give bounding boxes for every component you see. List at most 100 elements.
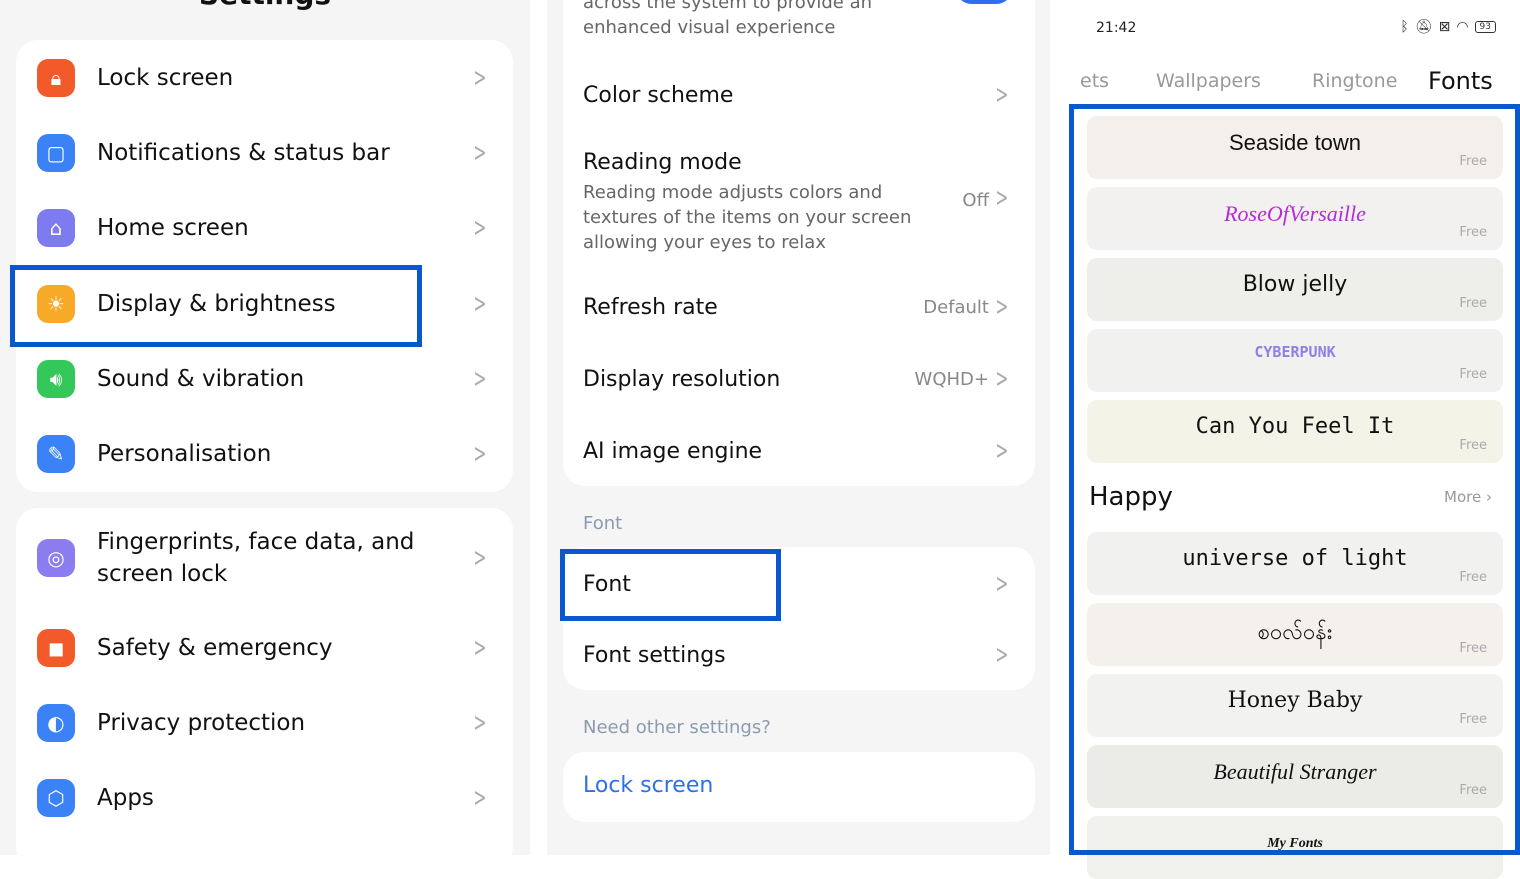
price-label: Free: [1459, 296, 1487, 311]
privacy-icon: ◐: [37, 704, 75, 742]
price-label: Free: [1459, 367, 1487, 382]
settings-item-label: Fingerprints, face data, and screen lock: [97, 529, 415, 587]
tab-fonts[interactable]: Fonts: [1428, 67, 1493, 95]
display-resolution-row[interactable]: Display resolution WQHD+ >: [563, 354, 1035, 404]
settings-item[interactable]: 🔒︎ Lock screen >: [16, 48, 513, 108]
reading-mode-row[interactable]: Reading mode Reading mode adjusts colors…: [563, 145, 1035, 255]
alert-icon: ◼: [37, 629, 75, 667]
settings-item-label: Lock screen: [97, 65, 234, 91]
settings-item-label: Safety & emergency: [97, 635, 333, 661]
label: Refresh rate: [583, 294, 718, 320]
refresh-rate-row[interactable]: Refresh rate Default >: [563, 282, 1035, 332]
settings-item[interactable]: ✎ Personalisation >: [16, 424, 513, 484]
highlight-fonts-list: [1069, 104, 1520, 855]
chevron-right-icon: >: [473, 289, 487, 319]
font-item[interactable]: Honey Baby Free: [1087, 674, 1503, 737]
price-label: Free: [1459, 641, 1487, 656]
chevron-right-icon: >: [995, 569, 1009, 599]
font-name: RoseOfVersaille: [1224, 201, 1366, 226]
price-label: Free: [1459, 154, 1487, 169]
chevron-right-icon: >: [995, 640, 1009, 670]
more-link[interactable]: More ›: [1444, 488, 1492, 506]
price-label: Free: [1459, 225, 1487, 240]
settings-panel: Settings 🔒︎ Lock screen > ▢ Notifications & …: [0, 0, 530, 855]
settings-item[interactable]: ▢ Notifications & status bar >: [16, 123, 513, 183]
font-item[interactable]: CYBERPUNK Free: [1087, 329, 1503, 392]
font-item[interactable]: Seaside town Free: [1087, 116, 1503, 179]
settings-item-label: Notifications & status bar: [97, 140, 390, 166]
lock-icon: 🔒︎: [37, 59, 75, 97]
brush-icon: ✎: [37, 435, 75, 473]
font-item[interactable]: Blow jelly Free: [1087, 258, 1503, 321]
chevron-right-icon: >: [473, 364, 487, 394]
font-name: Honey Baby: [1227, 688, 1363, 713]
chevron-right-icon: >: [473, 543, 487, 573]
font-row[interactable]: Font >: [563, 559, 1035, 609]
font-item[interactable]: RoseOfVersaille Free: [1087, 187, 1503, 250]
chevron-right-icon: >: [473, 708, 487, 738]
settings-item[interactable]: ⌂ Home screen >: [16, 198, 513, 258]
settings-item[interactable]: ◐ Privacy protection >: [16, 693, 513, 753]
status-icons: ᛒ 🔕︎ ⊠ ◠ 93: [1400, 19, 1496, 35]
price-label: Free: [1459, 438, 1487, 453]
chevron-right-icon: >: [473, 439, 487, 469]
chevron-right-icon: >: [473, 138, 487, 168]
font-item[interactable]: universe of light Free: [1087, 532, 1503, 595]
label: AI image engine: [583, 438, 763, 464]
value: WQHD+: [914, 368, 989, 390]
font-settings-row[interactable]: Font settings >: [563, 630, 1035, 680]
ai-image-engine-row[interactable]: AI image engine >: [563, 426, 1035, 476]
mute-icon: 🔕︎: [1414, 19, 1433, 35]
settings-group-2: ◎ Fingerprints, face data, and screen loc…: [16, 508, 513, 855]
apps-icon: ⬡: [37, 779, 75, 817]
settings-item[interactable]: ☀ Display & brightness >: [16, 274, 513, 334]
wifi-icon: ◠: [1456, 19, 1469, 35]
label: Color scheme: [583, 82, 734, 108]
display-card: across the system to provide an enhanced…: [563, 0, 1035, 486]
settings-item-label: Display & brightness: [97, 291, 336, 317]
highlight-font: [560, 549, 781, 621]
more-label: More: [1444, 488, 1482, 506]
settings-item[interactable]: ⬡ Apps >: [16, 768, 513, 828]
chevron-right-icon: >: [995, 80, 1009, 110]
tab-ringtone[interactable]: Ringtone: [1312, 70, 1398, 92]
chevron-right-icon: >: [995, 364, 1009, 394]
font-item[interactable]: Can You Feel It Free: [1087, 400, 1503, 463]
font-name: Beautiful Stranger: [1213, 759, 1377, 784]
battery-icon: 93: [1474, 21, 1496, 33]
price-label: Free: [1459, 570, 1487, 585]
highlight-display-brightness: [10, 265, 422, 347]
color-scheme-row[interactable]: Color scheme >: [563, 70, 1035, 120]
chevron-right-icon: >: [473, 783, 487, 813]
chevron-right-icon: >: [995, 292, 1009, 322]
settings-item[interactable]: 🔊︎ Sound & vibration >: [16, 349, 513, 409]
label: Reading mode: [583, 150, 742, 175]
lock-screen-link[interactable]: Lock screen: [583, 773, 714, 798]
toggle-description: across the system to provide an enhanced…: [583, 0, 873, 38]
settings-item[interactable]: ◎ Fingerprints, face data, and screen loc…: [16, 528, 513, 588]
home-icon: ⌂: [37, 209, 75, 247]
bluetooth-icon: ᛒ: [1400, 19, 1409, 35]
settings-item-label: Apps: [97, 785, 154, 811]
sun-icon: ☀: [37, 285, 75, 323]
toggle-switch[interactable]: [955, 0, 1013, 4]
settings-item-label: Personalisation: [97, 441, 272, 467]
tab-wallpapers[interactable]: Wallpapers: [1156, 70, 1261, 92]
font-item[interactable]: စဝလ်ဝန်း Free: [1087, 603, 1503, 666]
description: Reading mode adjusts colors and textures…: [583, 182, 912, 253]
chevron-right-icon: >: [995, 436, 1009, 466]
tab-ets[interactable]: ets: [1080, 70, 1110, 92]
chevron-right-icon: >: [473, 63, 487, 93]
chevron-right-icon: >: [995, 183, 1009, 213]
settings-item-label: Privacy protection: [97, 710, 306, 736]
display-settings-panel: across the system to provide an enhanced…: [547, 0, 1050, 855]
font-item[interactable]: Beautiful Stranger Free: [1087, 745, 1503, 808]
notification-icon: ▢: [37, 134, 75, 172]
section-title-happy: Happy: [1089, 482, 1173, 512]
settings-item[interactable]: ◼ Safety & emergency >: [16, 618, 513, 678]
chevron-right-icon: >: [473, 213, 487, 243]
label: Display resolution: [583, 366, 781, 392]
sim-off-icon: ⊠: [1438, 19, 1451, 35]
font-section-header: Font: [583, 513, 623, 534]
font-name: My Fonts: [1267, 836, 1323, 851]
